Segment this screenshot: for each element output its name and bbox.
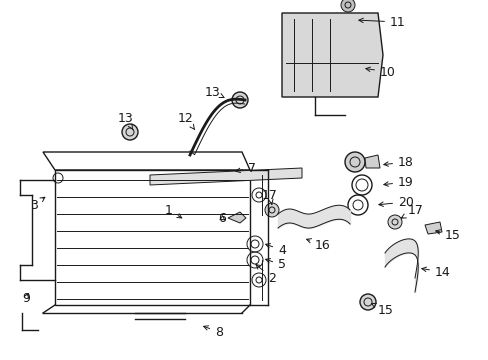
Text: 17: 17 <box>401 203 423 218</box>
Text: 3: 3 <box>30 197 45 212</box>
Polygon shape <box>150 168 302 185</box>
Circle shape <box>359 294 375 310</box>
Text: 14: 14 <box>421 266 450 279</box>
Text: 18: 18 <box>383 156 413 168</box>
Text: 19: 19 <box>383 176 413 189</box>
Polygon shape <box>282 13 382 97</box>
Circle shape <box>340 0 354 12</box>
Text: 16: 16 <box>306 239 330 252</box>
Text: 10: 10 <box>365 66 395 78</box>
Text: 7: 7 <box>235 162 256 175</box>
Text: 5: 5 <box>265 258 285 271</box>
Text: 8: 8 <box>203 325 223 338</box>
Text: 13: 13 <box>118 112 134 130</box>
Text: 1: 1 <box>164 203 182 218</box>
Circle shape <box>264 203 279 217</box>
Text: 2: 2 <box>255 265 275 284</box>
Circle shape <box>387 215 401 229</box>
Polygon shape <box>227 212 245 223</box>
Text: 15: 15 <box>371 303 393 316</box>
Text: 20: 20 <box>378 195 413 208</box>
Polygon shape <box>424 222 441 234</box>
Text: 11: 11 <box>358 15 405 28</box>
Circle shape <box>122 124 138 140</box>
Text: 15: 15 <box>435 229 460 242</box>
Text: 9: 9 <box>22 292 30 305</box>
Text: 13: 13 <box>204 86 224 99</box>
Text: 17: 17 <box>262 189 277 204</box>
Circle shape <box>345 152 364 172</box>
Circle shape <box>231 92 247 108</box>
Text: 6: 6 <box>218 212 225 225</box>
Polygon shape <box>364 155 379 168</box>
Text: 12: 12 <box>178 112 194 130</box>
Text: 4: 4 <box>265 243 285 257</box>
